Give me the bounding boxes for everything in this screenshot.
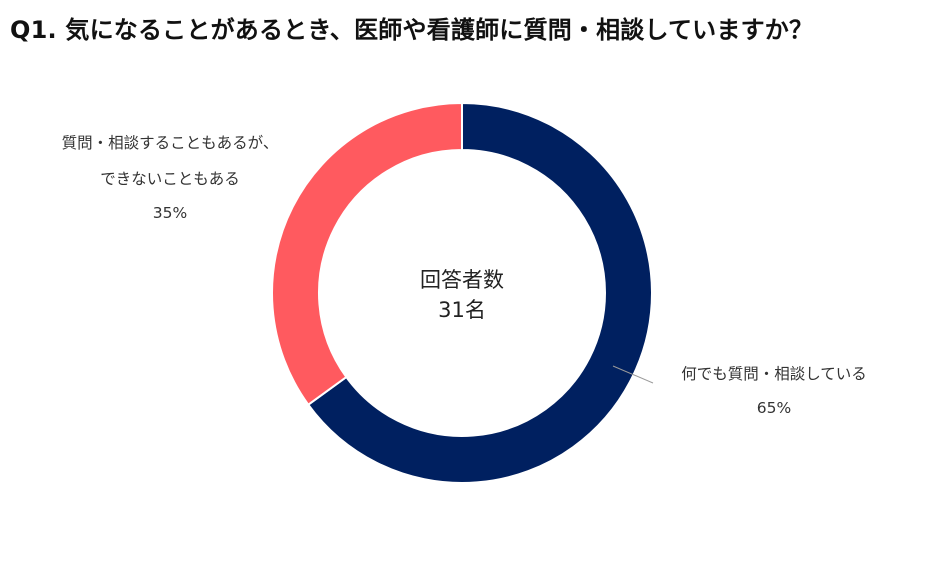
slice-label-always-ask: 何でも質問・相談している xyxy=(681,365,867,383)
slice-label-sometimes-ask-line2: できないこともある xyxy=(100,170,240,188)
center-label-respondents: 回答者数 xyxy=(420,268,504,292)
center-label-count: 31名 xyxy=(438,298,486,322)
donut-slice-1 xyxy=(271,101,463,407)
slice-leader-line xyxy=(612,365,654,384)
donut-slices xyxy=(271,101,653,484)
slice-value-sometimes-ask: 35% xyxy=(152,204,188,222)
slice-label-sometimes-ask-line1: 質問・相談することもあるが、 xyxy=(61,134,279,152)
donut-slice-0 xyxy=(306,101,653,484)
question-title: Q1. 気になることがあるとき、医師や看護師に質問・相談していますか？ xyxy=(10,16,814,44)
slice-value-always-ask: 65% xyxy=(756,399,792,417)
